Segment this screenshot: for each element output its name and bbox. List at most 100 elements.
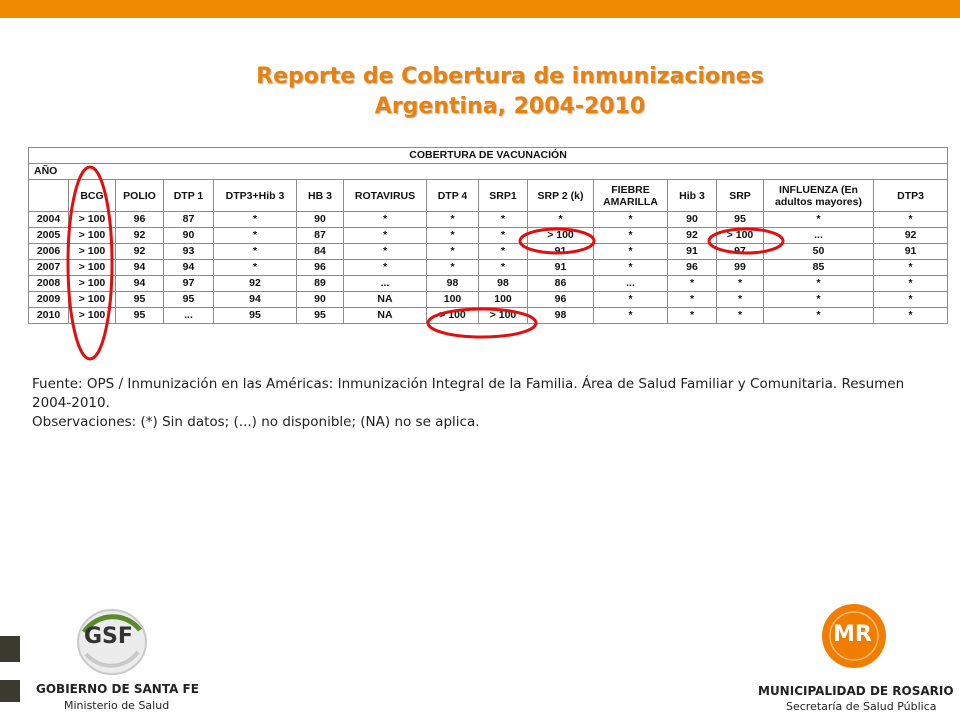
data-cell: * [593, 243, 668, 260]
year-cell: 2006 [28, 243, 69, 260]
source-text: Fuente: OPS / Inmunización en las Améric… [32, 376, 905, 411]
data-cell: * [872, 291, 949, 308]
data-cell: * [478, 227, 528, 244]
data-cell: 90 [163, 227, 214, 244]
data-cell: * [426, 211, 479, 228]
data-cell: NA [343, 307, 427, 324]
data-cell: 91 [527, 243, 594, 260]
column-header: SRP 2 (k) [527, 179, 594, 212]
municipalidad-rosario-logo: MR MUNICIPALIDAD DE ROSARIO Secretaría d… [700, 600, 960, 720]
data-cell: * [872, 275, 949, 292]
column-header: FIEBRE AMARILLA [593, 179, 668, 212]
year-header: AÑO [27, 163, 949, 180]
table-caption: COBERTURA DE VACUNACIÓN [27, 147, 949, 164]
data-cell: 92 [872, 227, 949, 244]
data-cell: * [872, 211, 949, 228]
data-cell: 96 [296, 259, 344, 276]
data-cell: 95 [115, 291, 164, 308]
data-cell: ... [163, 307, 214, 324]
data-cell: NA [343, 291, 427, 308]
column-header: POLIO [115, 179, 164, 212]
data-cell: 91 [872, 243, 949, 260]
data-cell: > 100 [68, 291, 116, 308]
data-cell: 94 [213, 291, 297, 308]
observations-text: Observaciones: (*) Sin datos; (...) no d… [32, 414, 480, 430]
year-cell: 2008 [28, 275, 69, 292]
table-row: 2004 > 100 96 87 * 90 * * * * * 90 95 * … [28, 211, 949, 228]
left-logo-line2: Ministerio de Salud [64, 699, 170, 712]
data-cell: 90 [296, 291, 344, 308]
data-cell: 84 [296, 243, 344, 260]
data-cell: 86 [527, 275, 594, 292]
data-cell: 96 [527, 291, 594, 308]
data-cell: 92 [115, 243, 164, 260]
data-cell: 97 [716, 243, 764, 260]
data-cell: > 100 [478, 307, 528, 324]
data-cell: * [426, 259, 479, 276]
data-cell: 98 [426, 275, 479, 292]
column-header: DTP 1 [163, 179, 214, 212]
report-title: Reporte de Cobertura de inmunizaciones [256, 64, 764, 89]
data-cell: * [478, 259, 528, 276]
column-header: SRP [716, 179, 764, 212]
data-cell: 94 [163, 259, 214, 276]
data-cell: * [593, 307, 668, 324]
data-cell: 90 [296, 211, 344, 228]
table-row: 2006 > 100 92 93 * 84 * * * 91 * 91 97 5… [28, 243, 949, 260]
data-cell: * [716, 275, 764, 292]
year-cell: 2005 [28, 227, 69, 244]
data-cell: * [763, 211, 874, 228]
column-header: Hib 3 [667, 179, 717, 212]
data-cell: 100 [478, 291, 528, 308]
data-cell: * [716, 291, 764, 308]
vaccination-coverage-table: COBERTURA DE VACUNACIÓN AÑO BCG POLIO DT… [27, 147, 949, 324]
data-cell: * [593, 211, 668, 228]
data-cell: ... [343, 275, 427, 292]
column-header: DTP3+Hib 3 [213, 179, 297, 212]
year-cell: 2004 [28, 211, 69, 228]
data-cell: 92 [667, 227, 717, 244]
data-cell: * [213, 243, 297, 260]
data-cell: 95 [296, 307, 344, 324]
data-cell: 99 [716, 259, 764, 276]
column-header: INFLUENZA (En adultos mayores) [763, 179, 874, 212]
data-cell: * [426, 227, 479, 244]
data-cell: 89 [296, 275, 344, 292]
data-cell: ... [593, 275, 668, 292]
data-cell: 50 [763, 243, 874, 260]
data-cell: 96 [115, 211, 164, 228]
data-cell: 94 [115, 259, 164, 276]
data-cell: 87 [296, 227, 344, 244]
data-cell: * [872, 307, 949, 324]
column-header: BCG [68, 179, 116, 212]
data-cell: 93 [163, 243, 214, 260]
column-header: ROTAVIRUS [343, 179, 427, 212]
data-cell: 98 [478, 275, 528, 292]
data-cell: 92 [213, 275, 297, 292]
data-cell: * [593, 291, 668, 308]
year-cell: 2009 [28, 291, 69, 308]
gobierno-santa-fe-logo: GSF GOBIERNO DE SANTA FE Ministerio de S… [0, 600, 260, 720]
data-cell: 100 [426, 291, 479, 308]
data-cell: * [763, 275, 874, 292]
source-notes: Fuente: OPS / Inmunización en las Améric… [32, 375, 932, 432]
table-row: 2005 > 100 92 90 * 87 * * * > 100 * 92 >… [28, 227, 949, 244]
data-cell: 91 [527, 259, 594, 276]
year-cell: 2010 [28, 307, 69, 324]
column-header: SRP1 [478, 179, 528, 212]
data-cell: 85 [763, 259, 874, 276]
data-cell: > 100 [68, 243, 116, 260]
table-row: 2010 > 100 95 ... 95 95 NA > 100 > 100 9… [28, 307, 949, 324]
mr-emblem-icon [822, 604, 886, 668]
data-cell: > 100 [527, 227, 594, 244]
column-header: DTP3 [872, 179, 949, 212]
data-cell: * [763, 291, 874, 308]
data-cell: ... [763, 227, 874, 244]
gsf-mark: GSF [84, 624, 133, 649]
report-subtitle: Argentina, 2004-2010 [374, 94, 646, 119]
right-logo-line2: Secretaría de Salud Pública [786, 700, 937, 713]
data-cell: * [343, 211, 427, 228]
data-cell: * [343, 243, 427, 260]
data-cell: > 100 [68, 307, 116, 324]
data-cell: * [872, 259, 949, 276]
